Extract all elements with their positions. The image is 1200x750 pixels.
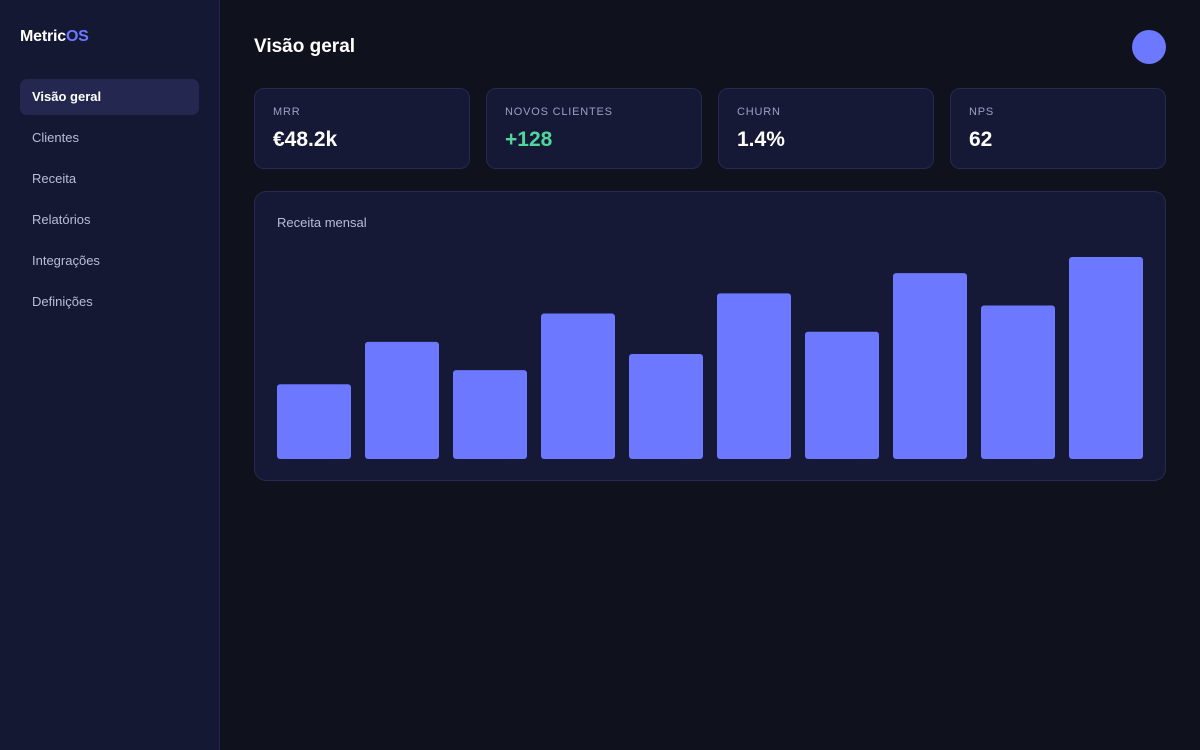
brand-name-accent: OS [65, 28, 89, 45]
kpi-label: NOVOS CLIENTES [505, 106, 613, 118]
sidebar-item-definicoes[interactable]: Definições [32, 294, 93, 309]
kpi-value: +128 [505, 128, 553, 151]
kpi-value: 1.4% [737, 128, 785, 151]
page-title: Visão geral [254, 36, 356, 57]
chart-bar-8 [893, 273, 967, 459]
revenue-bar-chart [277, 257, 1143, 459]
chart-bar-9 [981, 305, 1055, 459]
sidebar-item-integracoes[interactable]: Integrações [32, 253, 100, 268]
sidebar-item-relatorios[interactable]: Relatórios [32, 212, 91, 227]
kpi-card-nps: NPS 62 [950, 88, 1166, 169]
sidebar-item-clientes[interactable]: Clientes [32, 130, 79, 145]
kpi-card-novos-clientes: NOVOS CLIENTES +128 [486, 88, 702, 169]
chart-bar-3 [453, 370, 527, 459]
kpi-label: MRR [273, 106, 301, 118]
brand-logo[interactable]: MetricOS [20, 28, 89, 46]
kpi-card-churn: CHURN 1.4% [718, 88, 934, 169]
chart-bar-7 [805, 331, 879, 459]
kpi-value: €48.2k [273, 128, 338, 151]
kpi-label: NPS [969, 106, 995, 118]
kpi-card-mrr: MRR €48.2k [254, 88, 470, 169]
avatar[interactable] [1132, 30, 1166, 64]
kpi-value: 62 [969, 128, 993, 151]
brand-name-main: Metric [20, 28, 66, 45]
chart-bar-1 [277, 384, 351, 459]
sidebar: MetricOS Visão geral Clientes Receita Re… [0, 0, 220, 750]
kpi-label: CHURN [737, 106, 781, 118]
chart-title: Receita mensal [277, 215, 367, 230]
chart-bar-10 [1069, 257, 1143, 459]
sidebar-item-visao-geral[interactable]: Visão geral [20, 79, 199, 115]
chart-bar-6 [717, 293, 791, 459]
sidebar-item-receita[interactable]: Receita [32, 171, 77, 186]
chart-bar-4 [541, 313, 615, 459]
chart-bar-2 [365, 341, 439, 459]
chart-bar-5 [629, 353, 703, 459]
revenue-chart-card: Receita mensal [254, 191, 1166, 481]
sidebar-nav: Visão geral Clientes Receita Relatórios … [20, 79, 199, 325]
